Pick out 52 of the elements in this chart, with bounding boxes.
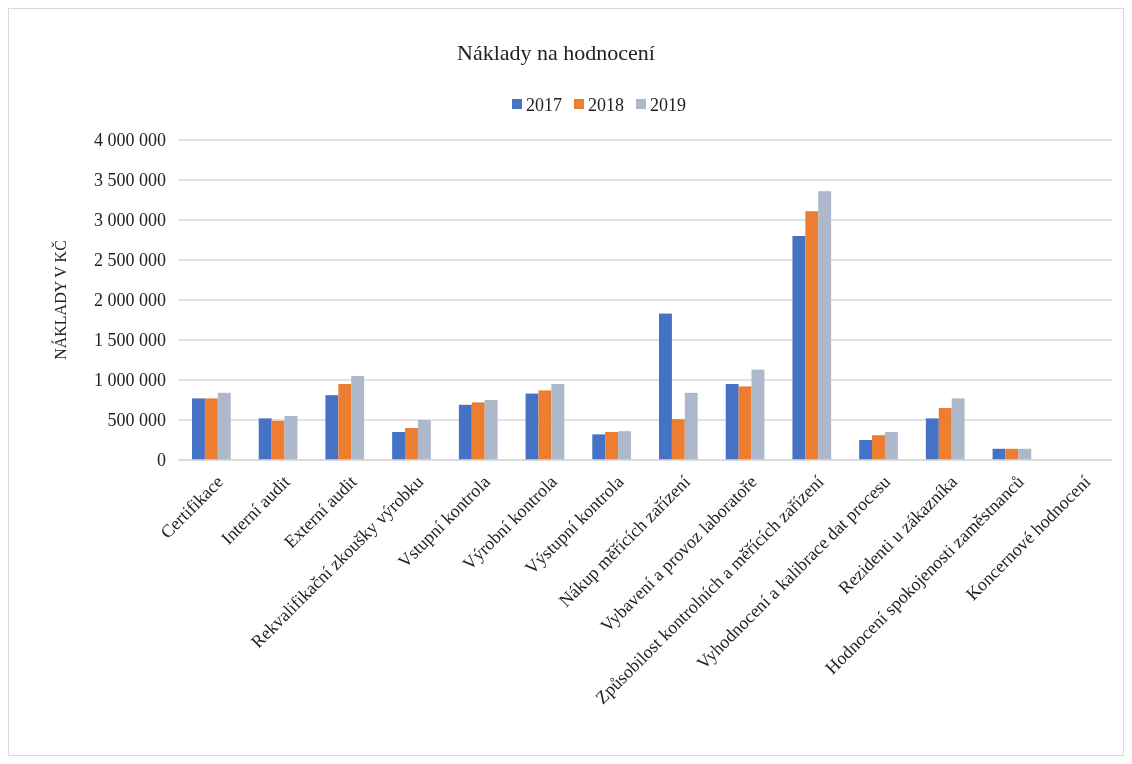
bar — [1018, 448, 1032, 460]
bar — [551, 384, 565, 460]
bar — [525, 393, 539, 460]
y-tick-label: 2 000 000 — [94, 290, 166, 311]
bar — [338, 384, 352, 460]
bar — [725, 384, 739, 460]
y-tick-label: 4 000 000 — [94, 130, 166, 151]
legend-label: 2018 — [588, 95, 624, 116]
bar — [192, 398, 205, 460]
bar — [751, 369, 765, 460]
legend-label: 2017 — [526, 95, 562, 116]
bar — [818, 191, 832, 460]
bar — [671, 419, 685, 460]
chart-title: Náklady na hodnocení — [457, 40, 655, 65]
bar — [805, 211, 819, 460]
legend-label: 2019 — [650, 95, 686, 116]
bar — [738, 386, 752, 460]
y-tick-label: 3 500 000 — [94, 170, 166, 191]
bar — [284, 416, 298, 460]
bar — [659, 313, 672, 460]
y-tick-label: 3 000 000 — [94, 210, 166, 231]
bar — [538, 390, 552, 460]
bar — [351, 376, 365, 460]
bar — [592, 434, 606, 460]
bar — [217, 392, 231, 460]
bar — [792, 236, 806, 460]
bar — [859, 440, 873, 460]
y-tick-label: 2 500 000 — [94, 250, 166, 271]
bar — [392, 432, 406, 460]
bar — [271, 420, 285, 460]
y-tick-label: 0 — [157, 450, 166, 471]
y-tick-label: 500 000 — [107, 410, 166, 431]
y-axis-title: NÁKLADY V KČ — [51, 240, 69, 360]
bar — [925, 418, 939, 460]
bar — [618, 431, 631, 460]
bar — [951, 398, 965, 460]
bar — [258, 418, 272, 460]
bar — [684, 392, 698, 460]
bar — [884, 432, 898, 460]
bar — [938, 408, 952, 460]
bar — [405, 428, 418, 460]
bar — [1005, 448, 1019, 460]
bar — [204, 398, 218, 460]
bar — [471, 402, 485, 460]
y-tick-label: 1 500 000 — [94, 330, 166, 351]
y-tick-label: 1 000 000 — [94, 370, 166, 391]
bar — [458, 404, 472, 460]
bar — [325, 395, 339, 460]
bar — [484, 400, 498, 460]
bar — [605, 432, 619, 460]
bar — [872, 435, 885, 460]
bar — [417, 420, 431, 460]
